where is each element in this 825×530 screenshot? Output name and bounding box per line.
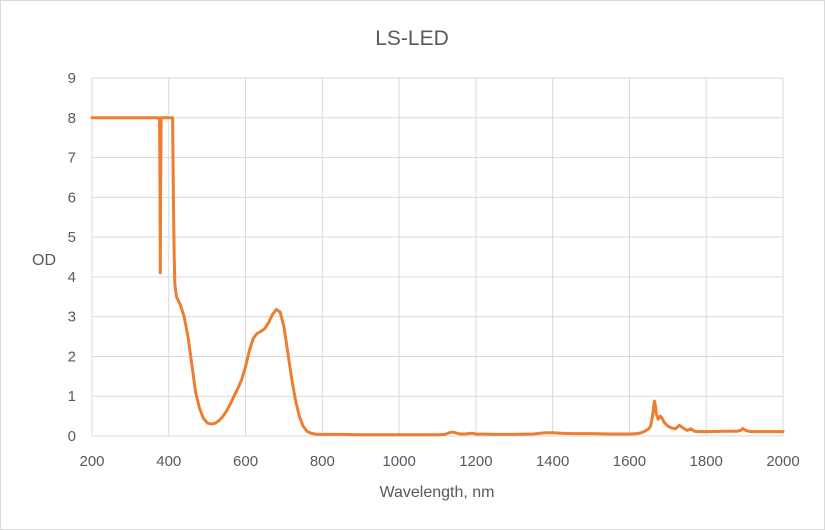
x-tick-label: 2000 bbox=[766, 453, 799, 470]
gridlines bbox=[91, 77, 784, 437]
y-tick-label: 4 bbox=[68, 269, 76, 286]
x-tick-label: 800 bbox=[310, 453, 335, 470]
x-tick-label: 1000 bbox=[382, 453, 415, 470]
x-axis-label: Wavelength, nm bbox=[379, 484, 494, 501]
y-axis-label: OD bbox=[32, 252, 56, 269]
y-tick-label: 5 bbox=[68, 229, 76, 246]
x-axis-ticks: 200 400 600 800 1000 1200 1400 1600 1800 2000 bbox=[79, 453, 799, 470]
y-tick-label: 9 bbox=[68, 70, 76, 87]
series-group bbox=[90, 116, 785, 437]
y-tick-label: 3 bbox=[68, 309, 76, 326]
chart-title: LS-LED bbox=[375, 27, 449, 50]
x-tick-label: 1400 bbox=[536, 453, 569, 470]
x-tick-label: 200 bbox=[79, 453, 104, 470]
x-tick-label: 1200 bbox=[459, 453, 492, 470]
y-tick-label: 0 bbox=[68, 428, 76, 445]
y-tick-label: 6 bbox=[68, 189, 76, 206]
y-tick-label: 2 bbox=[68, 348, 76, 365]
x-tick-label: 1800 bbox=[690, 453, 723, 470]
x-tick-label: 1600 bbox=[613, 453, 646, 470]
y-tick-label: 1 bbox=[68, 388, 76, 405]
y-axis-ticks: 0 1 2 3 4 5 6 7 8 9 bbox=[68, 70, 76, 445]
series-line bbox=[90, 116, 785, 437]
x-tick-label: 400 bbox=[156, 453, 181, 470]
y-tick-label: 8 bbox=[68, 110, 76, 127]
y-tick-label: 7 bbox=[68, 150, 76, 167]
x-tick-label: 600 bbox=[233, 453, 258, 470]
